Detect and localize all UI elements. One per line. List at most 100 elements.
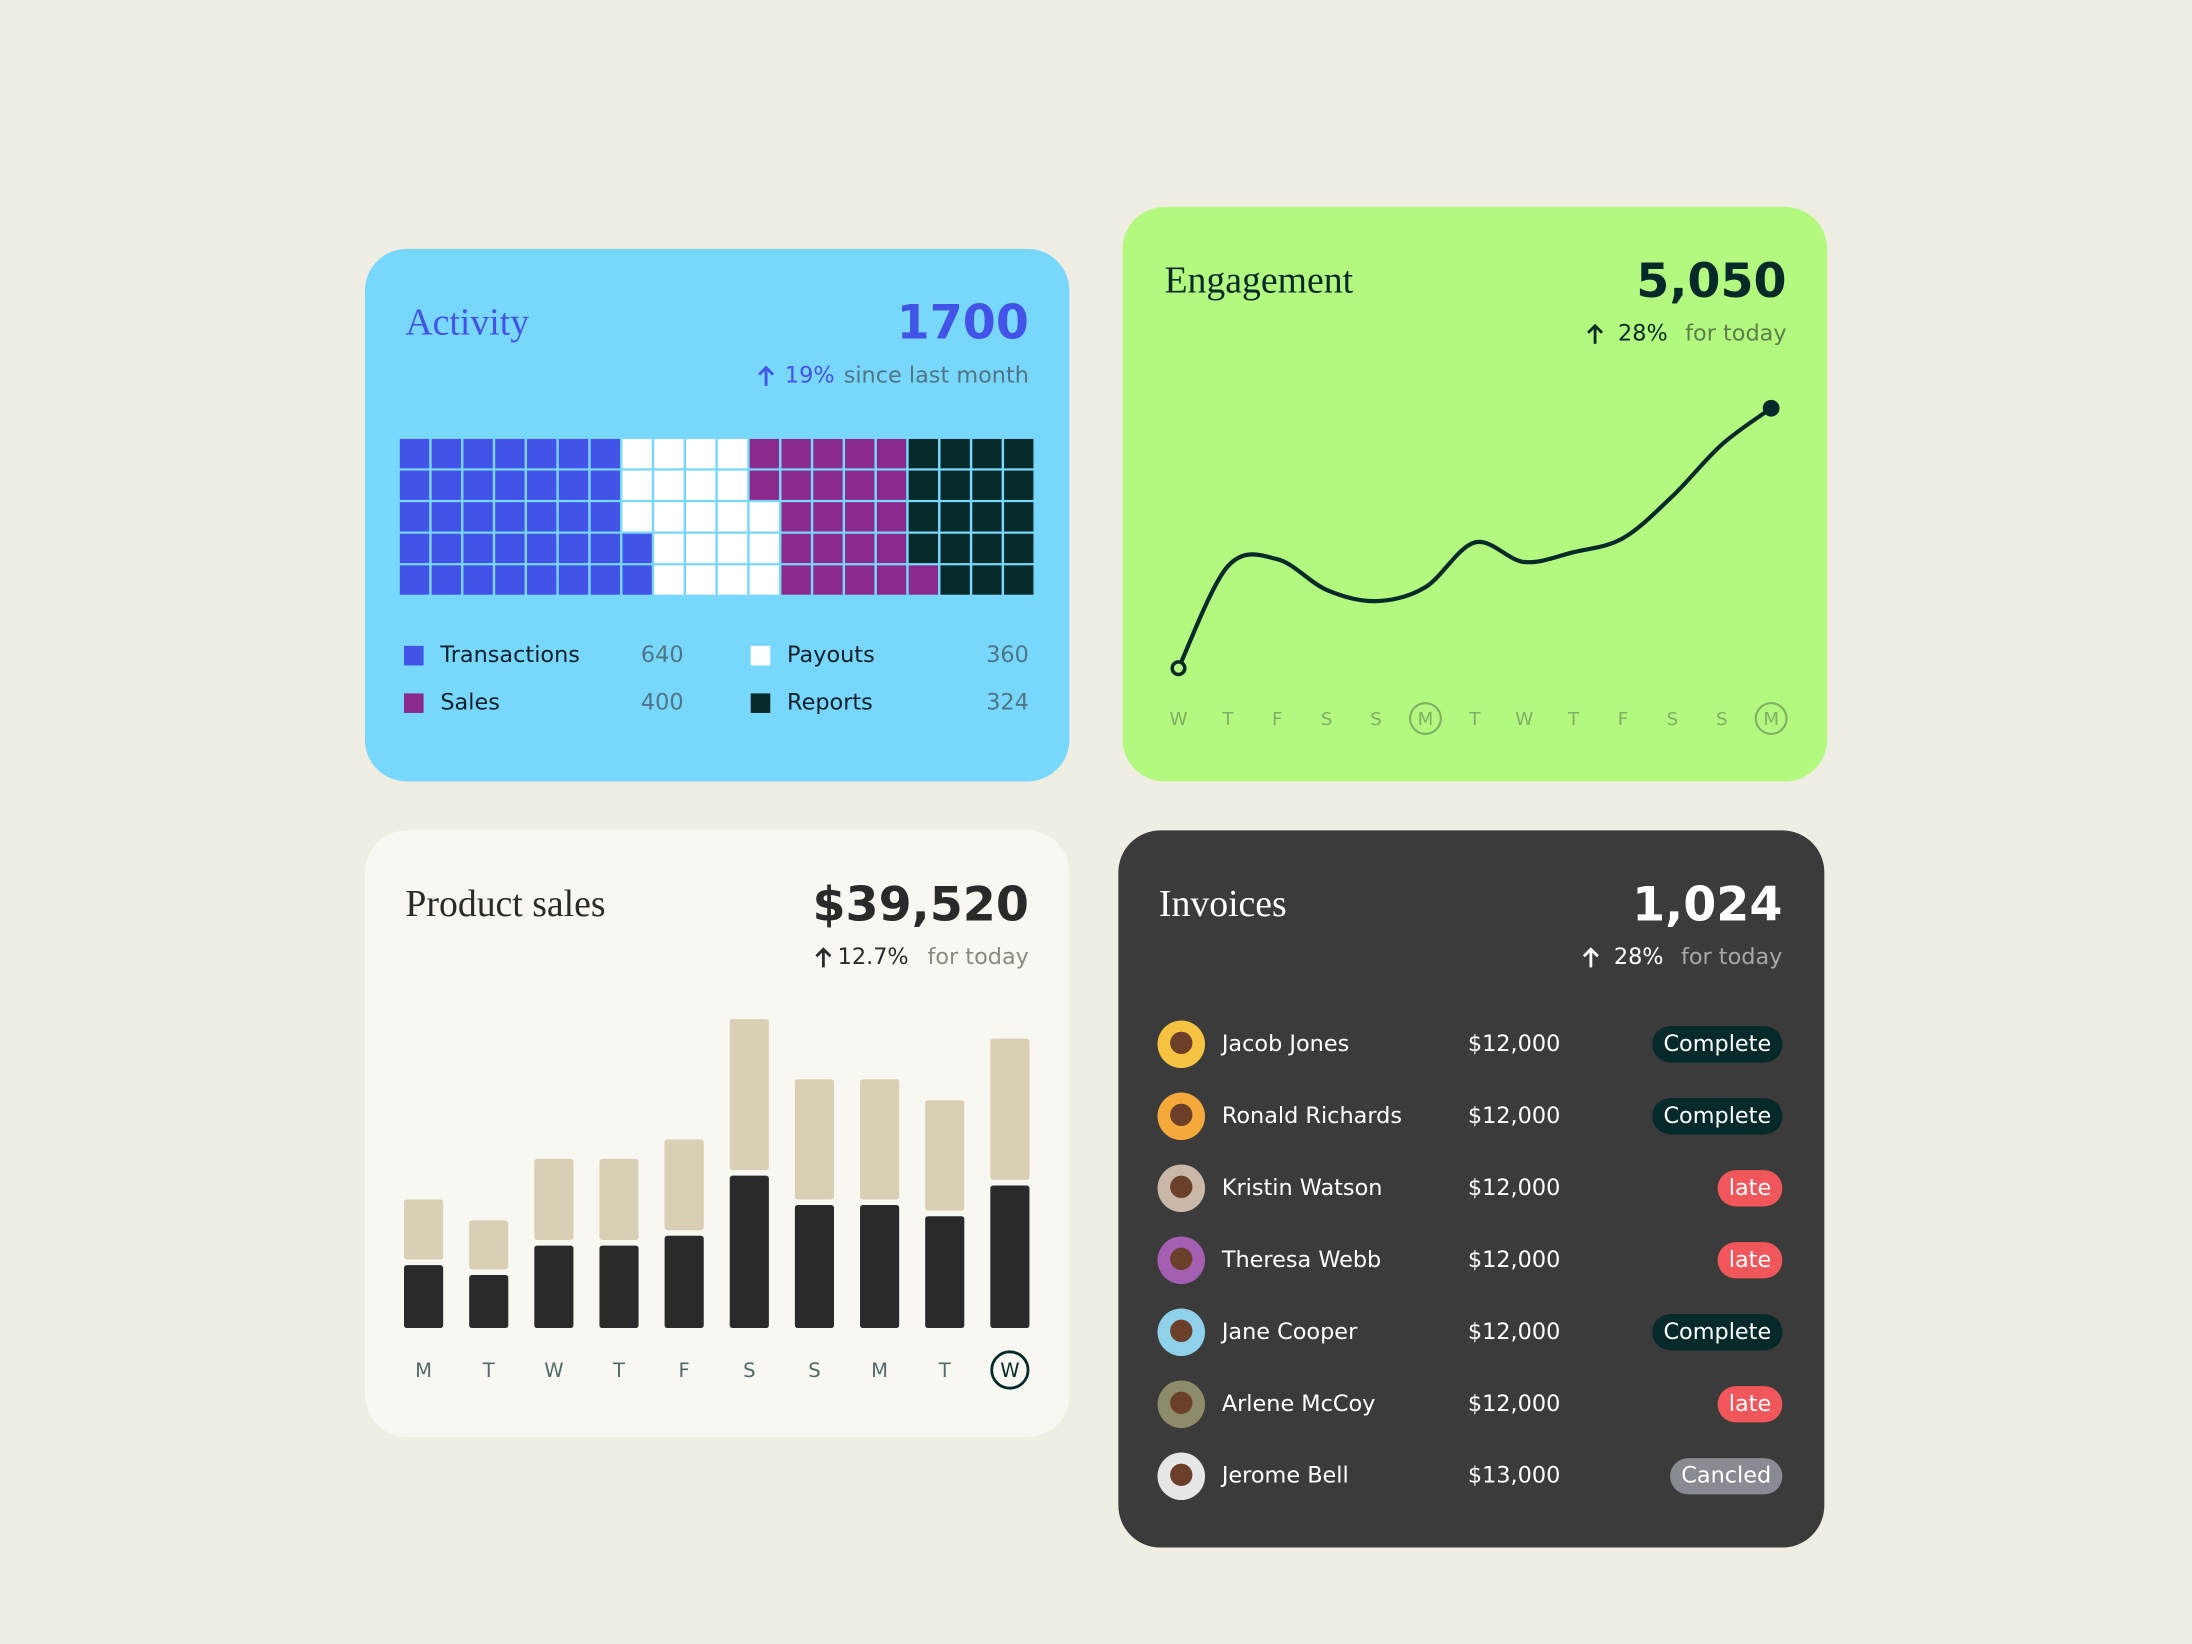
waffle-cell [558,438,589,469]
waffle-cell [558,502,589,532]
status-badge [1670,1458,1783,1495]
waffle-cell [813,470,843,500]
invoice-name: Jacob Jones [1220,1031,1349,1057]
card-note: since last month [844,363,1029,389]
status-label: late [1729,1391,1771,1417]
x-tick-label: M [1763,709,1779,730]
waffle-cell [908,438,939,469]
avatar-face [1170,1391,1193,1415]
legend-swatch [404,693,424,713]
x-tick-label: T [1567,709,1580,730]
card-note: for today [1681,944,1782,970]
waffle-cell [527,470,557,500]
status-label: late [1729,1175,1771,1201]
x-tick-label: M [1418,709,1434,730]
waffle-cell [717,533,748,564]
bar-segment [794,1079,835,1200]
bar-segment [794,1205,835,1329]
bar-segment [469,1220,509,1270]
waffle-cell [622,502,652,532]
waffle-cell [1004,565,1034,595]
status-badge [1717,1170,1783,1207]
bar-segment [599,1245,639,1329]
card-title: Engagement [1165,259,1354,301]
waffle-cell [749,438,780,469]
waffle-cell [686,533,716,564]
bar-segment [534,1245,574,1329]
card-change: 12.7% [838,944,909,970]
waffle-cell [431,438,461,469]
invoice-name: Jerome Bell [1220,1463,1349,1489]
waffle-cell [940,502,970,532]
card-change: 28% [1618,321,1668,347]
waffle-cell [527,502,557,532]
avatar-face [1170,1463,1193,1487]
waffle-cell [463,438,493,469]
engagement-line [1176,406,1773,670]
avatar-face [1170,1103,1193,1127]
waffle-cell [972,533,1002,564]
waffle-cell [495,565,525,595]
waffle-cell [495,502,525,532]
waffle-cell [940,470,970,500]
waffle-cell [876,533,907,564]
waffle-cell [876,565,907,595]
x-tick-label: T [1468,709,1481,730]
x-tick-label: S [808,1359,820,1382]
x-tick-label: W [544,1359,563,1382]
bar-segment [469,1274,509,1329]
waffle-cell [686,438,716,469]
up-arrow [758,365,775,386]
day-highlight [1409,702,1442,735]
waffle-cell [940,438,970,469]
bar-segment [860,1079,900,1200]
waffle-cell [813,565,843,595]
waffle-cell [781,502,811,532]
x-tick-label: F [1272,709,1282,730]
legend-label: Transactions [439,642,580,668]
waffle-cell [399,502,430,532]
waffle-cell [908,470,939,500]
bar-segment [729,1019,769,1171]
waffle-cell [431,533,461,564]
day-highlight [1754,702,1788,735]
invoice-name: Jane Cooper [1220,1319,1358,1345]
bar-segment [990,1038,1030,1180]
invoice-amount: $12,000 [1468,1319,1560,1345]
waffle-cell [590,502,620,532]
waffle-cell [845,470,875,500]
status-label: Cancled [1681,1463,1771,1489]
waffle-cell [717,470,748,500]
x-tick-label: S [1370,709,1382,730]
avatar-face [1170,1175,1193,1199]
waffle-cell [686,565,716,595]
waffle-cell [622,470,652,500]
waffle-cell [781,438,811,469]
card-total: 1,024 [1632,877,1782,932]
x-tick-label: T [482,1359,495,1382]
waffle-cell [781,533,811,564]
engagement-card [1122,206,1828,782]
waffle-cell [495,470,525,500]
invoice-amount: $12,000 [1468,1103,1560,1129]
legend-value: 400 [641,690,684,716]
invoice-amount: $12,000 [1468,1247,1560,1273]
waffle-cell [749,470,780,500]
waffle-cell [590,565,620,595]
invoice-amount: $12,000 [1468,1391,1560,1417]
waffle-cell [654,438,684,469]
waffle-cell [558,533,589,564]
card-title: Product sales [405,883,605,925]
waffle-cell [717,438,748,469]
invoice-name: Theresa Webb [1221,1247,1381,1273]
waffle-cell [495,533,525,564]
waffle-cell [749,565,780,595]
avatar-face [1170,1319,1193,1343]
card-title: Activity [405,301,529,343]
waffle-cell [717,565,748,595]
legend-value: 640 [641,642,684,668]
bar-segment [599,1158,639,1240]
card-change: 28% [1614,944,1664,970]
invoice-amount: $12,000 [1468,1175,1560,1201]
